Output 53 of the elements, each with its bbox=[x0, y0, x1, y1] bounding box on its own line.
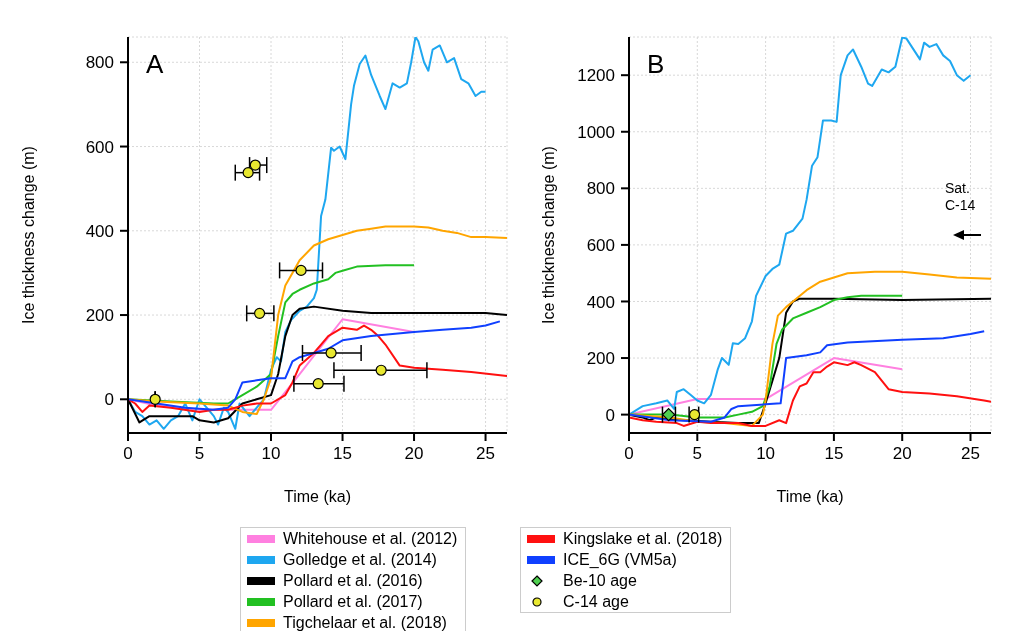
annotation: Sat. C-14 bbox=[945, 180, 977, 214]
text: A bbox=[146, 49, 164, 80]
line-series bbox=[128, 37, 487, 430]
y-tick-label: 0 bbox=[104, 390, 114, 410]
legend-label: C-14 age bbox=[563, 592, 630, 611]
x-tick-label: 15 bbox=[333, 444, 352, 464]
point bbox=[242, 167, 254, 179]
x-tick-label: 10 bbox=[261, 444, 281, 464]
y-tick-label: 800 bbox=[85, 53, 114, 73]
y-tick-label: 600 bbox=[586, 235, 615, 255]
point bbox=[253, 307, 266, 319]
y-axis-title: Ice thickness change (m) bbox=[19, 146, 37, 324]
y-tick-label: 400 bbox=[586, 292, 615, 312]
legend-label: Golledge et al. (2014) bbox=[283, 550, 438, 569]
y-tick-label: 800 bbox=[586, 179, 615, 199]
line-series bbox=[629, 330, 986, 423]
line-series bbox=[128, 264, 416, 405]
legend-label: Pollard et al. (2016) bbox=[283, 571, 424, 590]
legend-label: Whitehouse et al. (2012) bbox=[283, 529, 459, 548]
y-tick-label: 200 bbox=[586, 349, 615, 369]
x-tick-label: 20 bbox=[404, 444, 424, 464]
y-tick-label: 200 bbox=[85, 306, 114, 326]
legend-label: Be-10 age bbox=[563, 571, 638, 590]
x-tick-label: 15 bbox=[824, 444, 844, 464]
y-tick-label: 600 bbox=[85, 137, 114, 157]
x-axis-title: Time (ka) bbox=[776, 488, 844, 505]
point bbox=[149, 393, 161, 405]
point bbox=[249, 159, 261, 171]
y-tick-label: 1200 bbox=[577, 66, 615, 86]
x-tick-label: 25 bbox=[961, 444, 980, 464]
text: B bbox=[647, 49, 665, 80]
x-tick-label: 25 bbox=[476, 444, 496, 464]
x-tick-label: 10 bbox=[756, 444, 776, 464]
point bbox=[295, 264, 307, 276]
x-tick-label: 5 bbox=[194, 444, 205, 464]
legend-label: Tigchelaar et al. (2018) bbox=[283, 613, 448, 631]
point bbox=[375, 364, 387, 376]
point bbox=[312, 378, 324, 390]
legend-label: ICE_6G (VM5a) bbox=[563, 550, 678, 569]
line-series bbox=[128, 225, 507, 416]
legend-label: Kingslake et al. (2018) bbox=[563, 529, 724, 548]
x-tick-label: 0 bbox=[123, 444, 133, 464]
x-axis-title: Time (ka) bbox=[284, 488, 351, 505]
y-axis-title: Ice thickness change (m) bbox=[539, 146, 557, 324]
y-tick-label: 1000 bbox=[577, 122, 615, 142]
point bbox=[325, 347, 337, 359]
legend-label: Pollard et al. (2017) bbox=[283, 592, 424, 611]
line-series bbox=[629, 361, 991, 427]
x-tick-label: 20 bbox=[892, 444, 912, 464]
y-tick-label: 400 bbox=[85, 221, 114, 241]
y-tick-label: 0 bbox=[605, 405, 615, 425]
x-tick-label: 5 bbox=[692, 444, 703, 464]
x-tick-label: 0 bbox=[624, 444, 634, 464]
